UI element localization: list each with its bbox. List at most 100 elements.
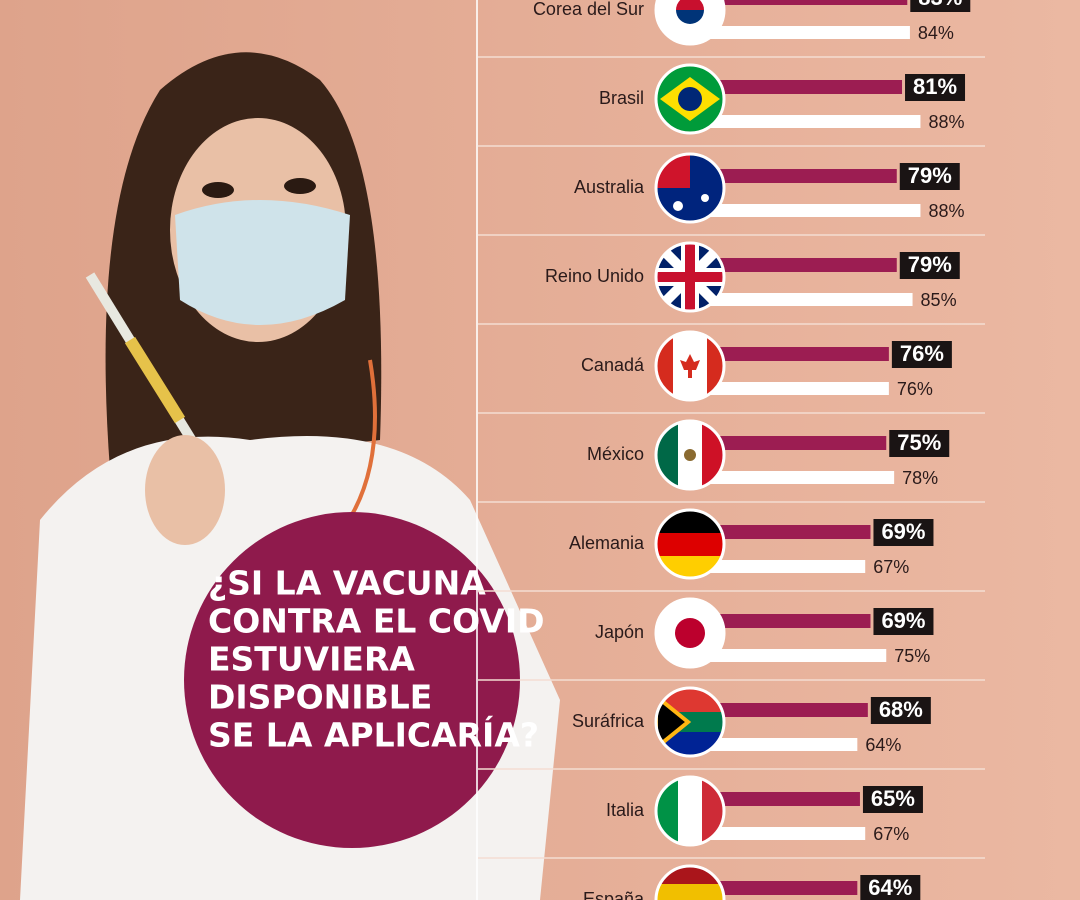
flag-part bbox=[676, 0, 704, 10]
value-label: 64% bbox=[868, 875, 912, 900]
category-label: Italia bbox=[606, 800, 645, 820]
value-label: 88% bbox=[928, 201, 964, 221]
flag-body bbox=[656, 243, 724, 311]
bar bbox=[689, 525, 871, 539]
flag bbox=[654, 330, 726, 402]
flag-border bbox=[654, 775, 726, 847]
value-label-box bbox=[862, 786, 923, 813]
flag-body bbox=[656, 65, 724, 133]
bar bbox=[689, 115, 921, 128]
value-label: 79% bbox=[908, 163, 952, 188]
category-label: Alemania bbox=[569, 533, 645, 553]
flag-border bbox=[654, 330, 726, 402]
bar bbox=[689, 347, 889, 361]
flag-part bbox=[673, 201, 683, 211]
value-label: 85% bbox=[921, 290, 957, 310]
value-label-box bbox=[905, 74, 966, 101]
bar bbox=[689, 703, 868, 717]
bar bbox=[689, 382, 889, 395]
value-label: 65% bbox=[871, 786, 915, 811]
bar bbox=[689, 827, 866, 840]
flag-border bbox=[654, 864, 726, 900]
question-circle bbox=[184, 512, 520, 848]
value-label: 75% bbox=[897, 430, 941, 455]
flag bbox=[654, 152, 726, 224]
value-label: 67% bbox=[873, 824, 909, 844]
flag bbox=[654, 508, 726, 580]
flag-border bbox=[654, 597, 726, 669]
category-label: España bbox=[583, 889, 645, 900]
flag-part bbox=[701, 194, 709, 202]
value-label: 75% bbox=[894, 646, 930, 666]
value-label-box bbox=[889, 430, 950, 457]
category-label: Suráfrica bbox=[572, 711, 645, 731]
flag-body bbox=[656, 599, 724, 667]
value-label: 76% bbox=[897, 379, 933, 399]
value-label: 67% bbox=[873, 557, 909, 577]
value-label: 78% bbox=[902, 468, 938, 488]
flag bbox=[654, 0, 726, 46]
bar bbox=[689, 436, 887, 450]
bar bbox=[689, 471, 895, 484]
value-label-box bbox=[873, 608, 934, 635]
value-label: 68% bbox=[879, 697, 923, 722]
flag-part bbox=[656, 884, 724, 900]
flag-border bbox=[654, 0, 726, 46]
value-label: 79% bbox=[908, 252, 952, 277]
bar bbox=[689, 80, 903, 94]
value-label-box bbox=[899, 163, 960, 190]
value-label: 88% bbox=[928, 112, 964, 132]
category-label: Canadá bbox=[581, 355, 645, 375]
flag bbox=[654, 864, 726, 900]
flag-part bbox=[685, 243, 695, 311]
bar bbox=[689, 0, 908, 5]
flag bbox=[654, 597, 726, 669]
bar bbox=[689, 560, 866, 573]
value-label: 81% bbox=[913, 74, 957, 99]
flag-part bbox=[656, 691, 692, 753]
flag-border bbox=[654, 63, 726, 135]
flag-body bbox=[656, 866, 724, 900]
question-line: ¿SI LA VACUNA bbox=[208, 564, 486, 603]
bar bbox=[689, 738, 858, 751]
value-label-box bbox=[873, 519, 934, 546]
value-label: 84% bbox=[918, 23, 954, 43]
value-label: 83% bbox=[918, 0, 962, 10]
category-label: Reino Unido bbox=[545, 266, 644, 286]
category-label: Corea del Sur bbox=[533, 0, 644, 19]
category-label: México bbox=[587, 444, 644, 464]
value-label-box bbox=[899, 252, 960, 279]
flag-part bbox=[680, 354, 700, 378]
question-line: DISPONIBLE bbox=[208, 678, 432, 717]
value-label-box bbox=[870, 697, 931, 724]
question-line: CONTRA EL COVID bbox=[208, 602, 545, 641]
bar bbox=[689, 614, 871, 628]
bar bbox=[689, 204, 921, 217]
flag-part bbox=[678, 87, 702, 111]
flag bbox=[654, 686, 726, 758]
flag-border bbox=[654, 152, 726, 224]
bar bbox=[689, 258, 897, 272]
flag-body bbox=[656, 510, 724, 578]
bar bbox=[689, 293, 913, 306]
flag-part bbox=[676, 10, 704, 24]
bar bbox=[689, 169, 897, 183]
bar bbox=[689, 881, 858, 895]
flag-border bbox=[654, 508, 726, 580]
flag-part bbox=[675, 618, 705, 648]
flag-border bbox=[654, 241, 726, 313]
category-label: Australia bbox=[574, 177, 645, 197]
category-label: Brasil bbox=[599, 88, 644, 108]
flag-border bbox=[654, 419, 726, 491]
flag bbox=[654, 63, 726, 135]
value-label: 69% bbox=[881, 608, 925, 633]
value-label-box bbox=[860, 875, 921, 900]
flag bbox=[654, 419, 726, 491]
bar bbox=[689, 792, 860, 806]
flag-border bbox=[654, 686, 726, 758]
flag-body bbox=[656, 688, 724, 756]
question-line: SE LA APLICARÍA? bbox=[208, 715, 539, 755]
bar bbox=[689, 26, 910, 39]
